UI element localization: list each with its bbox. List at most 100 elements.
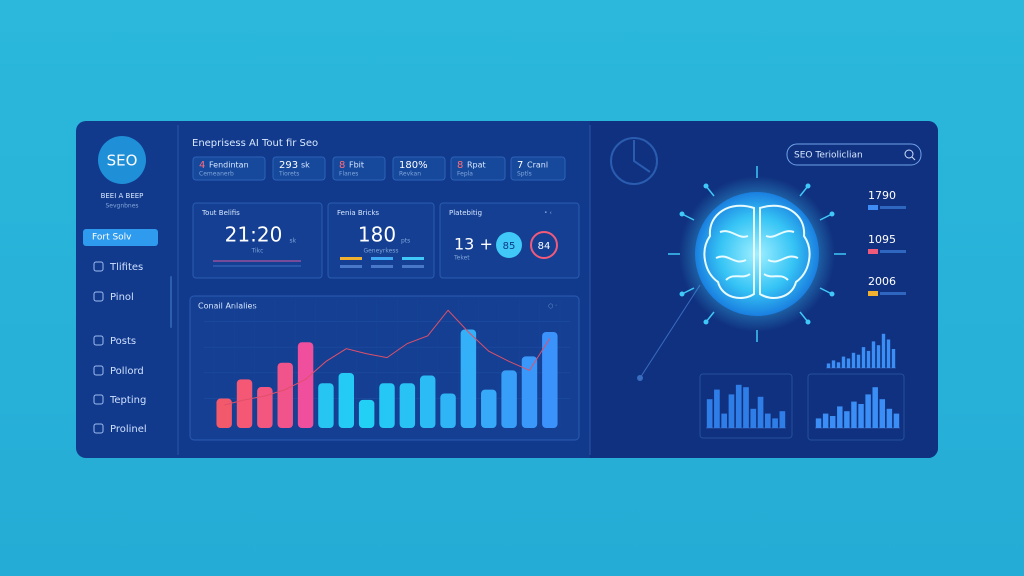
mini-bar xyxy=(881,333,886,368)
chip-sub: Revkan xyxy=(399,171,421,178)
chart-menu[interactable]: ○ · xyxy=(548,303,557,310)
badge-value: 84 xyxy=(538,241,551,252)
mini-bar xyxy=(831,360,836,368)
chip-number: 293 xyxy=(279,160,298,171)
nav-icon[interactable] xyxy=(93,261,104,272)
nav-icon[interactable] xyxy=(93,423,104,434)
mini-bar xyxy=(891,349,896,368)
stat-chip xyxy=(332,156,386,181)
card-title: Platebitig xyxy=(449,209,482,217)
bar xyxy=(277,362,293,428)
card-legend xyxy=(402,257,424,260)
mini-bar xyxy=(750,408,757,428)
mini-bar xyxy=(735,384,742,428)
card-legend xyxy=(402,265,424,268)
mini-bar xyxy=(879,399,886,428)
nav-item[interactable]: Tepting xyxy=(109,395,146,406)
bar xyxy=(379,383,395,428)
stat-value: 2006 xyxy=(868,275,896,288)
bar xyxy=(481,389,497,428)
bar xyxy=(257,387,273,428)
stat-chip xyxy=(450,156,506,181)
chip-sub: Sptls xyxy=(517,171,532,178)
chip-label: Fbit xyxy=(349,161,364,170)
card-value: 180 xyxy=(358,223,396,247)
mini-bar xyxy=(844,411,850,428)
stat-bar xyxy=(880,206,906,209)
nav-icon[interactable] xyxy=(93,291,104,302)
card-legend xyxy=(340,265,362,268)
nav-item[interactable]: Posts xyxy=(110,336,136,347)
search-box[interactable] xyxy=(786,143,922,166)
stat-bar xyxy=(880,250,906,253)
chip-number: 4 xyxy=(199,160,205,171)
clock xyxy=(610,137,658,185)
brand: BEEI A BEEP xyxy=(101,192,144,200)
nav-icon[interactable] xyxy=(93,394,104,405)
mini-card xyxy=(807,373,905,441)
mini-bar xyxy=(714,389,720,428)
card-unit: sk xyxy=(290,238,297,245)
mini-bar xyxy=(871,341,876,368)
mini-bar xyxy=(815,418,822,428)
chip-number: 180% xyxy=(399,160,428,171)
mini-bar xyxy=(886,408,893,428)
card-title: Fenia Bricks xyxy=(337,209,379,217)
nav-item[interactable]: Prolinel xyxy=(110,424,147,435)
nav-active[interactable] xyxy=(83,229,158,246)
chip-sub: Flanes xyxy=(339,171,358,178)
nav-icon[interactable] xyxy=(93,365,104,376)
stat-chip xyxy=(510,156,566,181)
page-title: Eneprisess AI Tout fir Seo xyxy=(192,138,318,149)
mini-bar xyxy=(851,401,857,428)
search-icon[interactable] xyxy=(911,156,916,161)
card-value: 21:20 xyxy=(225,223,283,247)
mini-bar xyxy=(856,354,861,368)
badge-value: 85 xyxy=(503,241,516,252)
logo xyxy=(98,136,146,184)
stat-bar xyxy=(880,292,906,295)
trend-line xyxy=(224,309,551,406)
brain xyxy=(703,204,811,299)
chip-label: Fendintan xyxy=(209,161,249,170)
bar xyxy=(297,342,314,428)
bar xyxy=(318,383,334,428)
clock-hands xyxy=(633,140,651,173)
mini-bar xyxy=(706,399,713,428)
mini-bar xyxy=(721,413,728,428)
chip-label: sk xyxy=(301,161,310,170)
mini-bar xyxy=(836,362,841,368)
mini-bar xyxy=(779,411,786,428)
stat-bar xyxy=(868,205,878,210)
mini-bar xyxy=(841,356,846,368)
chip-sub: Fepla xyxy=(457,171,473,178)
search-text[interactable]: SEO Terioliclian xyxy=(794,151,863,161)
mini-bar xyxy=(837,406,843,428)
scrollbar xyxy=(170,276,172,328)
mini-bar xyxy=(851,352,856,368)
nav-item[interactable]: Fort Solv xyxy=(92,233,132,243)
nav-item[interactable]: Tlifites xyxy=(109,262,143,273)
chip-number: 7 xyxy=(517,160,523,171)
card-value: 13 + xyxy=(454,235,493,254)
chip-number: 8 xyxy=(339,160,345,171)
nav-icon[interactable] xyxy=(93,335,104,346)
stat-bar xyxy=(868,291,878,296)
bar xyxy=(521,356,538,428)
badge xyxy=(496,232,522,258)
mini-bar xyxy=(865,394,871,428)
bar xyxy=(216,398,232,428)
mini-bar xyxy=(826,363,831,368)
search-icon[interactable] xyxy=(904,149,914,159)
stat-chip xyxy=(192,156,266,181)
chip-number: 8 xyxy=(457,160,463,171)
bar xyxy=(236,379,253,428)
nav-item[interactable]: Pinol xyxy=(110,292,134,303)
card-legend xyxy=(371,265,393,268)
nav-item[interactable]: Pollord xyxy=(110,366,144,377)
brain-orb xyxy=(695,192,819,316)
mini-bar xyxy=(858,404,864,428)
card-legend xyxy=(371,257,393,260)
connector xyxy=(639,284,701,379)
